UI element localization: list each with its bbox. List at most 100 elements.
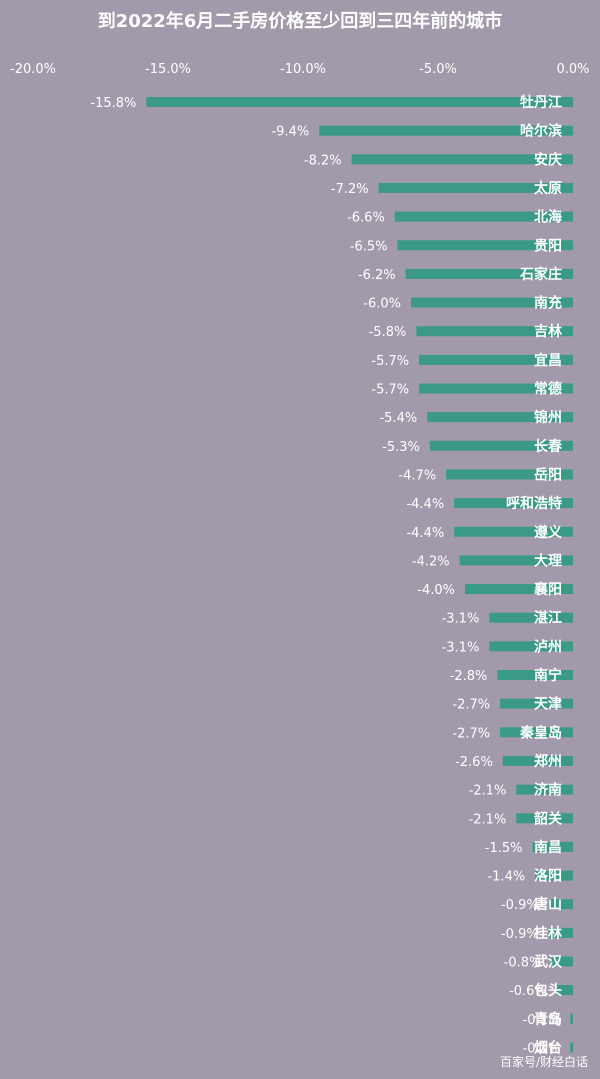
bar — [454, 526, 573, 537]
category-label: 桂林 — [533, 925, 562, 942]
bar — [146, 97, 573, 107]
x-tick-label: -20.0% — [10, 62, 56, 77]
data-label: -0.1% — [523, 1013, 561, 1028]
data-label: -0.9% — [501, 898, 539, 913]
data-label: -1.4% — [487, 870, 525, 885]
category-label: 韶关 — [534, 810, 562, 827]
data-label: -4.4% — [406, 526, 444, 541]
bar — [405, 268, 573, 279]
x-tick-label: -5.0% — [419, 62, 457, 77]
category-label: 武汉 — [534, 954, 563, 971]
chart-title: 到2022年6月二手房价格至少回到三四年前的城市 — [98, 10, 503, 32]
bar — [516, 784, 573, 795]
bar — [570, 1013, 573, 1024]
data-label: -0.6% — [509, 984, 547, 999]
category-label: 安庆 — [534, 151, 562, 168]
category-label: 岳阳 — [534, 466, 562, 483]
bar — [532, 841, 573, 852]
bar — [419, 354, 573, 365]
data-label: -8.2% — [304, 153, 342, 168]
bar — [570, 1042, 573, 1053]
category-label: 大理 — [534, 552, 562, 569]
data-label: -9.4% — [271, 125, 309, 140]
bar — [319, 125, 573, 136]
data-label: -4.7% — [398, 468, 436, 483]
category-label: 洛阳 — [534, 868, 562, 885]
data-label: -6.5% — [350, 239, 388, 254]
category-label: 南昌 — [534, 839, 562, 856]
category-label: 天津 — [534, 696, 562, 713]
data-label: -5.7% — [371, 383, 409, 398]
data-label: -5.4% — [379, 411, 417, 426]
bar — [551, 956, 573, 967]
category-label: 青岛 — [534, 1011, 562, 1028]
category-label: 牡丹江 — [520, 94, 562, 111]
category-label: 呼和浩特 — [506, 495, 562, 512]
bar — [378, 182, 573, 193]
category-label: 贵阳 — [534, 237, 562, 254]
bar — [497, 670, 573, 680]
category-label: 济南 — [534, 782, 562, 799]
bar — [416, 326, 573, 337]
data-label: -6.0% — [363, 297, 401, 312]
data-label: -4.0% — [417, 583, 455, 598]
data-label: -4.2% — [412, 554, 450, 569]
data-label: -15.8% — [90, 96, 136, 111]
data-label: -5.8% — [369, 325, 407, 340]
category-label: 哈尔滨 — [520, 123, 562, 140]
value-labels-group: -15.8% -9.4% -8.2% -7.2% -6.6% -6.5% -6.2% -6.0… — [90, 96, 560, 1056]
bar — [548, 899, 573, 910]
bar — [459, 555, 573, 566]
bar — [394, 211, 573, 222]
data-label: -2.7% — [452, 726, 490, 741]
data-label: -6.6% — [347, 211, 385, 226]
bar — [351, 154, 573, 165]
bar — [429, 440, 573, 451]
data-label: -0.8% — [504, 956, 542, 971]
data-label: -2.7% — [452, 698, 490, 713]
x-tick-label: -15.0% — [145, 62, 191, 77]
bar — [411, 297, 573, 308]
category-label: 长春 — [534, 438, 563, 455]
category-label: 宜昌 — [534, 352, 562, 369]
category-label: 石家庄 — [519, 266, 562, 283]
category-label: 郑州 — [534, 753, 562, 770]
x-tick-label: -10.0% — [280, 62, 326, 77]
category-label: 南充 — [534, 295, 562, 312]
category-labels-group: 牡丹江哈尔滨安庆太原北海贵阳石家庄南充吉林宜昌常德锦州长春岳阳呼和浩特遵义大理襄… — [506, 94, 563, 1056]
bar — [465, 584, 573, 595]
category-label: 唐山 — [534, 896, 562, 913]
category-label: 常德 — [534, 381, 562, 398]
category-label: 秦皇岛 — [519, 724, 562, 741]
x-tick-label: 0.0% — [556, 62, 589, 77]
data-label: -1.5% — [485, 841, 523, 856]
bar — [397, 240, 573, 251]
data-label: -7.2% — [331, 182, 369, 197]
category-label: 遵义 — [534, 524, 562, 541]
category-label: 湛江 — [534, 610, 562, 627]
x-axis-ticks: -20.0% -15.0% -10.0% -5.0% 0.0% — [10, 62, 590, 77]
watermark: 百家号/财经白话 — [500, 1054, 588, 1069]
data-label: -2.1% — [469, 812, 507, 827]
bar — [427, 412, 573, 423]
bar — [502, 755, 573, 766]
data-label: -6.2% — [358, 268, 396, 283]
data-label: -4.4% — [406, 497, 444, 512]
category-label: 锦州 — [534, 409, 562, 426]
bar — [489, 612, 573, 623]
category-label: 北海 — [534, 209, 562, 226]
category-label: 烟台 — [534, 1039, 562, 1056]
bar — [535, 870, 573, 881]
data-label: -2.6% — [455, 755, 493, 770]
data-label: -2.1% — [469, 784, 507, 799]
data-label: -0.9% — [501, 927, 539, 942]
bar — [446, 469, 573, 480]
data-label: -0.1% — [523, 1041, 561, 1056]
data-label: -3.1% — [442, 640, 480, 655]
data-label: -3.1% — [442, 612, 480, 627]
category-label: 包头 — [534, 982, 562, 999]
category-label: 泸州 — [534, 638, 562, 655]
bar — [419, 383, 573, 394]
data-label: -5.7% — [371, 354, 409, 369]
